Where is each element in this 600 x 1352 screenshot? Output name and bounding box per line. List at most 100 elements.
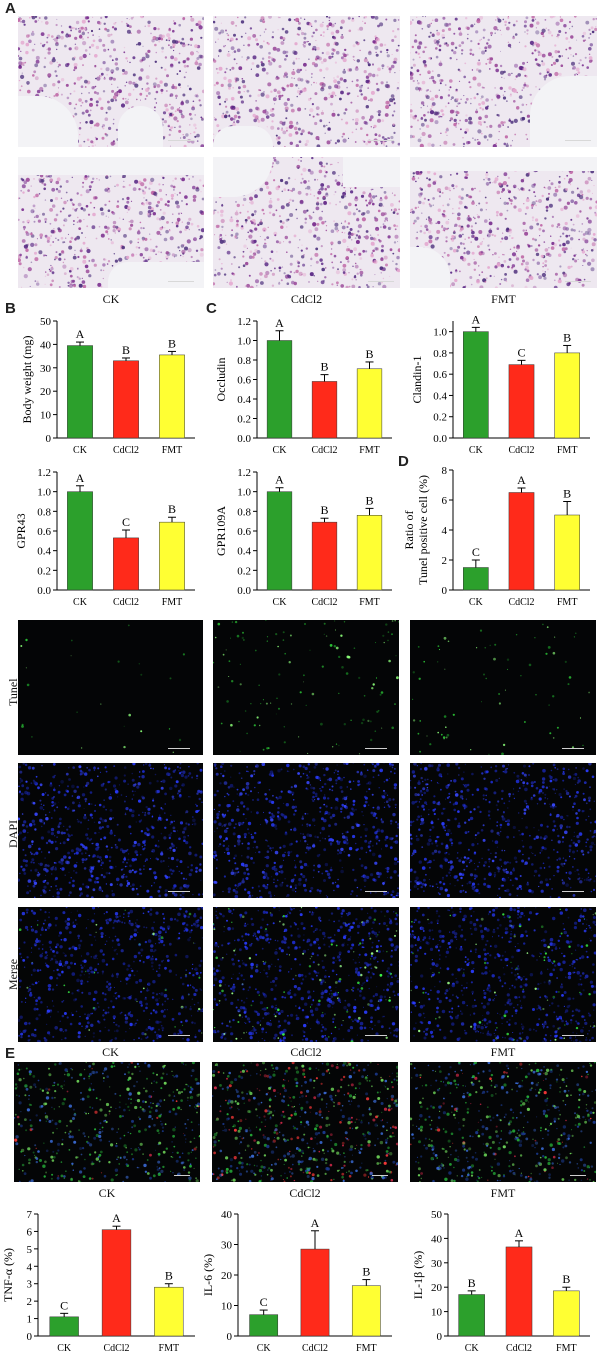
y-tick-label: 0.0 <box>37 585 51 597</box>
y-tick-label: 0.8 <box>237 355 251 367</box>
group-label-ck-e: CK <box>98 1186 116 1200</box>
significance-letter: C <box>60 1298 68 1312</box>
y-tick-label: 50 <box>431 1209 443 1221</box>
y-tick-label: 3 <box>27 1279 33 1291</box>
x-tick-label: CdCl2 <box>506 1343 532 1352</box>
x-tick-label: CK <box>257 1343 272 1352</box>
y-tick-label: 2 <box>442 555 448 567</box>
significance-letter: A <box>76 471 85 485</box>
y-tick-label: 0.6 <box>37 526 51 538</box>
y-tick-label: 0.0 <box>433 433 447 445</box>
bar-fmt <box>159 521 185 591</box>
x-tick-label: CK <box>273 445 288 456</box>
y-tick-label: 20 <box>221 1270 233 1282</box>
x-tick-label: FMT <box>159 1343 180 1352</box>
significance-letter: B <box>365 347 373 361</box>
group-label-fmt-a: FMT <box>491 292 516 306</box>
x-tick-label: FMT <box>557 445 578 456</box>
y-tick-label: 50 <box>40 316 52 328</box>
x-tick-label: CK <box>469 445 484 456</box>
dapi-micrograph-cdcl2 <box>213 763 399 898</box>
y-tick-label: 0.8 <box>237 506 251 518</box>
y-tick-label: 0.2 <box>37 565 51 577</box>
x-tick-label: CdCl2 <box>508 445 534 456</box>
bar-fmt <box>554 514 580 591</box>
y-tick-label: 1.0 <box>237 487 251 499</box>
significance-letter: B <box>320 360 328 374</box>
bar-ck <box>67 491 93 591</box>
y-tick-label: 1.0 <box>37 487 51 499</box>
y-tick-label: 0.6 <box>237 526 251 538</box>
significance-letter: B <box>122 343 130 357</box>
x-tick-label: FMT <box>557 597 578 608</box>
significance-letter: B <box>320 503 328 517</box>
y-tick-label: 0 <box>46 433 52 445</box>
x-tick-label: FMT <box>556 1343 577 1352</box>
y-axis-label: GPR43 <box>14 513 28 548</box>
y-axis-label: Body weight (mg) <box>20 336 34 424</box>
panel-letter-e: E <box>5 1045 16 1062</box>
panel-letter-b: B <box>5 300 16 317</box>
group-label-ck-a: CK <box>102 292 120 306</box>
y-tick-label: 0 <box>437 1331 443 1343</box>
y-tick-label: 10 <box>221 1301 233 1313</box>
y-tick-label: 0 <box>227 1331 233 1343</box>
bar-cdcl2 <box>311 381 338 439</box>
he-micrograph-ck-top <box>18 16 204 147</box>
x-tick-label: CdCl2 <box>508 597 534 608</box>
x-tick-label: CK <box>73 597 88 608</box>
y-tick-label: 0.4 <box>433 390 447 402</box>
significance-letter: A <box>275 316 284 330</box>
bar-fmt <box>154 1286 184 1337</box>
y-tick-label: 0.8 <box>37 506 51 518</box>
merge-micrograph-cdcl2 <box>213 907 399 1042</box>
y-tick-label: 4 <box>442 525 448 537</box>
chart-tunel-ratio: 0 2 4 6 8 Ratio of Tunel positive cell (%) C CK A… <box>402 465 590 608</box>
y-tick-label: 1.2 <box>237 316 251 328</box>
he-micrograph-cdcl2-top <box>213 16 400 147</box>
chart-occludin: 0.0 0.2 0.4 0.6 0.8 1.0 1.2 Occludin A CK B CdCl2 B F… <box>214 316 392 456</box>
bar-cdcl2 <box>101 1229 132 1337</box>
bar-ck <box>249 1314 279 1337</box>
y-axis-label: Tunel positive cell (%) <box>416 475 430 585</box>
y-tick-label: 6 <box>442 495 448 507</box>
significance-letter: B <box>563 487 571 501</box>
y-tick-label: 30 <box>221 1240 233 1252</box>
bar-fmt <box>356 368 383 439</box>
y-axis-label: Clandin-1 <box>410 356 424 404</box>
x-tick-label: FMT <box>356 1343 377 1352</box>
group-label-cdcl2-e: CdCl2 <box>289 1186 321 1200</box>
bar-ck <box>463 331 489 439</box>
bar-fmt <box>553 1290 580 1337</box>
significance-letter: A <box>275 473 284 487</box>
x-tick-label: CK <box>469 597 484 608</box>
bar-ck <box>463 567 489 591</box>
y-tick-label: 0.2 <box>237 565 251 577</box>
significance-letter: B <box>563 330 571 344</box>
he-micrograph-fmt-top <box>410 16 597 147</box>
x-tick-label: CdCl2 <box>113 445 139 456</box>
x-tick-label: CdCl2 <box>103 1343 129 1352</box>
y-tick-label: 40 <box>221 1209 233 1221</box>
significance-letter: B <box>165 1269 173 1283</box>
if-micrograph-fmt <box>410 1062 596 1182</box>
y-tick-label: 0.8 <box>433 348 447 360</box>
chart-tnf-alpha: 0 1 2 3 4 5 6 7 TNF-α (%) C CK A CdCl2 B FMT <box>1 1209 195 1352</box>
bar-ck <box>266 340 293 439</box>
y-tick-label: 0.2 <box>237 414 251 426</box>
y-tick-label: 6 <box>27 1226 33 1238</box>
bar-cdcl2 <box>113 537 139 591</box>
y-tick-label: 8 <box>442 465 448 477</box>
panel-letter-c: C <box>206 300 217 317</box>
x-tick-label: CK <box>57 1343 72 1352</box>
group-label-fmt-e: FMT <box>490 1186 516 1200</box>
significance-letter: A <box>112 1211 121 1225</box>
y-tick-label: 10 <box>40 410 52 422</box>
group-label-cdcl2-a: CdCl2 <box>290 292 323 306</box>
bar-cdcl2 <box>508 364 535 439</box>
he-micrograph-fmt-bottom <box>410 157 597 288</box>
y-tick-label: 10 <box>431 1307 443 1319</box>
group-label-ck-d: CK <box>102 1045 119 1059</box>
y-tick-label: 0.4 <box>237 394 251 406</box>
